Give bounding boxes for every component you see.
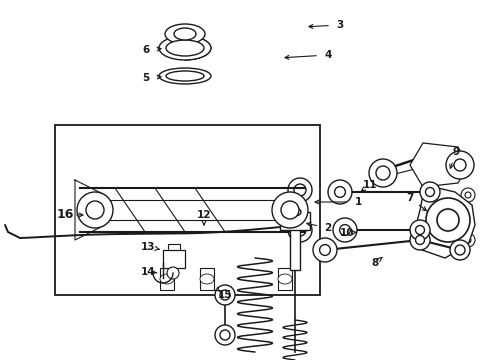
Text: 6: 6 <box>143 45 149 55</box>
Bar <box>290 210 300 270</box>
Ellipse shape <box>166 71 204 81</box>
Circle shape <box>288 218 312 242</box>
Circle shape <box>446 151 474 179</box>
Circle shape <box>335 186 345 197</box>
Text: 5: 5 <box>143 73 149 83</box>
Text: 16: 16 <box>56 208 74 221</box>
Circle shape <box>410 230 430 250</box>
Text: 10: 10 <box>340 228 354 238</box>
Circle shape <box>376 166 390 180</box>
Circle shape <box>333 218 357 242</box>
Circle shape <box>340 225 350 235</box>
Circle shape <box>294 224 306 236</box>
Circle shape <box>220 290 230 300</box>
Text: 8: 8 <box>371 258 379 268</box>
Circle shape <box>215 325 235 345</box>
Bar <box>160 268 174 290</box>
Bar <box>278 268 292 290</box>
Text: 14: 14 <box>141 267 155 277</box>
Circle shape <box>416 235 424 244</box>
Circle shape <box>77 192 113 228</box>
Circle shape <box>465 237 471 243</box>
Text: 9: 9 <box>452 147 460 157</box>
Circle shape <box>328 180 352 204</box>
Text: 7: 7 <box>406 193 414 203</box>
Circle shape <box>455 245 465 255</box>
Ellipse shape <box>200 274 214 284</box>
Ellipse shape <box>159 36 211 60</box>
Text: 4: 4 <box>324 50 332 60</box>
Circle shape <box>426 198 470 242</box>
Bar <box>55 125 320 295</box>
Ellipse shape <box>166 40 204 56</box>
Circle shape <box>454 159 466 171</box>
Circle shape <box>281 201 299 219</box>
Bar <box>200 268 214 290</box>
Text: 11: 11 <box>363 180 377 190</box>
Circle shape <box>420 182 440 202</box>
Circle shape <box>272 192 308 228</box>
Circle shape <box>313 238 337 262</box>
Ellipse shape <box>165 24 205 44</box>
Circle shape <box>410 220 430 240</box>
Circle shape <box>450 240 470 260</box>
Circle shape <box>437 209 459 231</box>
Circle shape <box>220 330 230 340</box>
Circle shape <box>461 233 475 247</box>
Circle shape <box>294 184 306 196</box>
Bar <box>280 212 310 230</box>
Circle shape <box>369 159 397 187</box>
Bar <box>163 250 185 268</box>
Text: 3: 3 <box>336 20 343 30</box>
Ellipse shape <box>174 28 196 40</box>
Ellipse shape <box>160 274 174 284</box>
Circle shape <box>86 201 104 219</box>
Circle shape <box>416 225 424 234</box>
Circle shape <box>465 192 471 198</box>
Circle shape <box>461 188 475 202</box>
Circle shape <box>425 188 435 197</box>
Circle shape <box>167 267 179 279</box>
Polygon shape <box>410 143 468 187</box>
Text: 13: 13 <box>141 242 155 252</box>
Ellipse shape <box>159 68 211 84</box>
Ellipse shape <box>289 208 301 216</box>
Circle shape <box>215 285 235 305</box>
Ellipse shape <box>286 205 304 219</box>
Text: 1: 1 <box>354 197 362 207</box>
Text: 2: 2 <box>324 223 332 233</box>
Ellipse shape <box>278 274 292 284</box>
Circle shape <box>319 244 330 255</box>
Text: 12: 12 <box>197 210 211 220</box>
Circle shape <box>288 178 312 202</box>
Text: 15: 15 <box>218 290 232 300</box>
Polygon shape <box>415 185 475 258</box>
